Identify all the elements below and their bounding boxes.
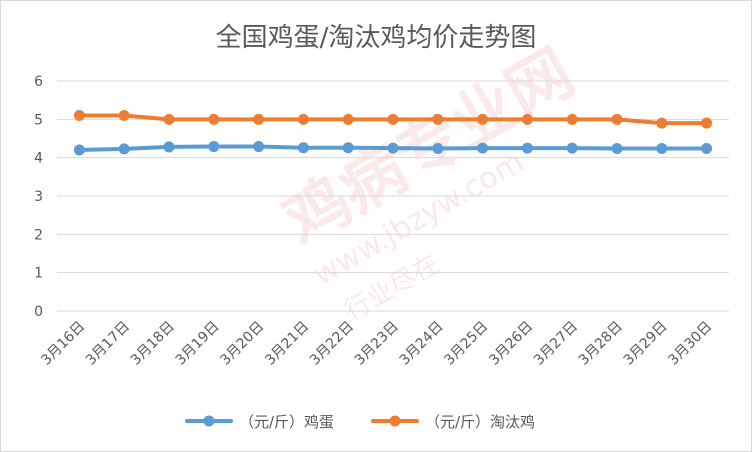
x-tick-label: 3月29日: [621, 319, 671, 369]
legend-label: （元/斤）鸡蛋: [239, 413, 334, 431]
legend-swatch-marker: [389, 415, 401, 427]
data-point: [73, 144, 85, 156]
data-point: [656, 142, 668, 154]
x-tick-label: 3月26日: [486, 319, 536, 369]
data-point: [342, 113, 354, 125]
data-point: [297, 113, 309, 125]
x-tick-label: 3月23日: [352, 319, 402, 369]
data-point: [163, 141, 175, 153]
data-point: [701, 117, 713, 129]
y-tick-label: 0: [34, 304, 43, 320]
y-tick-label: 2: [34, 227, 43, 243]
y-axis-ticks: 0 1 2 3 4 5 6: [34, 74, 43, 320]
data-point: [521, 142, 533, 154]
data-point: [611, 142, 623, 154]
chart-title: 全国鸡蛋/淘汰鸡均价走势图: [216, 23, 537, 53]
x-tick-label: 3月24日: [397, 319, 447, 369]
y-tick-label: 1: [34, 266, 43, 282]
data-point: [387, 113, 399, 125]
series-1: [73, 110, 713, 129]
legend-item: （元/斤）淘汰鸡: [371, 413, 535, 431]
x-tick-label: 3月16日: [38, 319, 88, 369]
data-point: [297, 142, 309, 154]
y-tick-label: 4: [34, 151, 43, 167]
x-tick-label: 3月21日: [262, 319, 312, 369]
series-layer: [73, 110, 713, 156]
data-point: [701, 142, 713, 154]
legend-swatch-marker: [203, 415, 215, 427]
x-tick-label: 3月30日: [665, 319, 715, 369]
data-point: [163, 113, 175, 125]
data-point: [432, 142, 444, 154]
data-point: [432, 113, 444, 125]
x-tick-label: 3月18日: [128, 319, 178, 369]
data-point: [118, 110, 130, 121]
x-tick-label: 3月22日: [307, 319, 357, 369]
data-point: [656, 117, 668, 129]
x-tick-label: 3月19日: [173, 319, 223, 369]
data-point: [342, 142, 354, 154]
y-tick-label: 5: [34, 112, 43, 128]
x-axis-ticks: 3月16日3月17日3月18日3月19日3月20日3月21日3月22日3月23日…: [38, 319, 715, 369]
x-tick-label: 3月25日: [441, 319, 491, 369]
data-point: [253, 141, 265, 153]
legend: （元/斤）鸡蛋 （元/斤）淘汰鸡: [185, 413, 535, 431]
x-tick-label: 3月28日: [576, 319, 626, 369]
data-point: [208, 141, 220, 153]
x-tick-label: 3月17日: [83, 319, 133, 369]
data-point: [477, 142, 489, 154]
data-point: [566, 113, 578, 125]
data-point: [387, 142, 399, 154]
x-tick-label: 3月27日: [531, 319, 581, 369]
y-tick-label: 3: [34, 189, 43, 205]
data-point: [566, 142, 578, 154]
legend-item: （元/斤）鸡蛋: [185, 413, 334, 431]
data-point: [118, 143, 130, 155]
data-point: [253, 113, 265, 125]
legend-label: （元/斤）淘汰鸡: [425, 413, 535, 431]
series-0: [73, 141, 713, 156]
data-point: [611, 113, 623, 125]
y-tick-label: 6: [34, 74, 43, 90]
data-point: [521, 113, 533, 125]
data-point: [73, 110, 85, 121]
data-point: [208, 113, 220, 125]
x-tick-label: 3月20日: [217, 319, 267, 369]
data-point: [477, 113, 489, 125]
